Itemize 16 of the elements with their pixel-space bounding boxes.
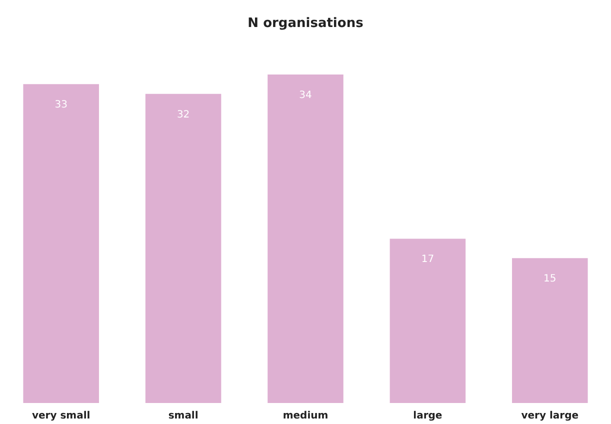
x-tick-label: very small [32,410,90,422]
bar [145,94,222,403]
data-label: 33 [54,100,68,111]
bar [23,84,99,403]
x-tick-label: very large [521,410,579,422]
bar [512,258,588,403]
bar [390,238,466,403]
data-label: 15 [544,274,556,285]
data-label: 17 [421,254,434,266]
x-tick-label: large [413,410,442,422]
chart-title: N organisations [248,16,364,31]
bar [268,74,344,403]
data-label: 32 [176,109,190,120]
data-label: 34 [299,90,312,101]
x-tick-label: medium [282,410,328,422]
x-tick-label: small [168,410,198,422]
